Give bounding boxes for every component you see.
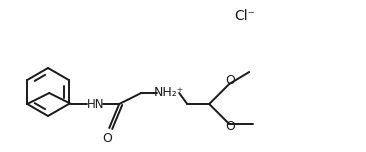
Text: O: O [225,74,235,88]
Text: NH₂⁺: NH₂⁺ [154,86,184,100]
Text: Cl⁻: Cl⁻ [235,9,255,23]
Text: O: O [225,121,235,133]
Text: O: O [102,131,112,145]
Text: HN: HN [86,97,104,111]
